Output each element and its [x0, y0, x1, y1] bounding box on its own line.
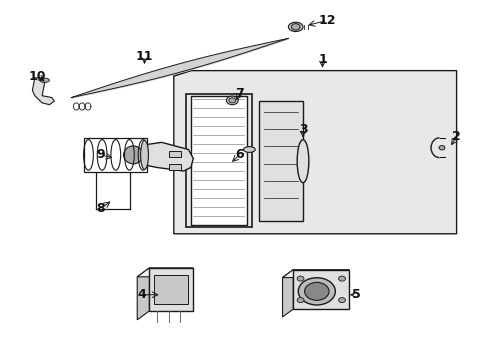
- Ellipse shape: [226, 96, 238, 105]
- Ellipse shape: [228, 98, 235, 103]
- Text: 1: 1: [318, 53, 326, 66]
- Text: 9: 9: [96, 148, 105, 161]
- Bar: [185, 94, 251, 226]
- Text: 6: 6: [235, 148, 244, 161]
- Ellipse shape: [438, 145, 444, 150]
- Polygon shape: [32, 78, 54, 105]
- Ellipse shape: [338, 276, 345, 281]
- Ellipse shape: [291, 24, 300, 30]
- Bar: [83, 138, 147, 172]
- Bar: [190, 96, 246, 225]
- Text: 11: 11: [136, 50, 153, 63]
- Ellipse shape: [298, 278, 335, 305]
- Ellipse shape: [297, 298, 304, 303]
- Bar: [149, 268, 193, 311]
- Polygon shape: [132, 142, 193, 171]
- Text: 5: 5: [351, 288, 360, 301]
- Ellipse shape: [297, 140, 308, 183]
- Text: 12: 12: [318, 14, 335, 27]
- Bar: [154, 275, 188, 304]
- Bar: [259, 101, 303, 221]
- Text: 10: 10: [28, 69, 46, 82]
- Bar: [293, 270, 348, 309]
- Ellipse shape: [338, 298, 345, 303]
- Text: 7: 7: [235, 87, 244, 100]
- Ellipse shape: [40, 78, 49, 82]
- Polygon shape: [137, 268, 193, 277]
- Text: 8: 8: [96, 202, 105, 215]
- Text: 3: 3: [298, 123, 306, 136]
- Text: 4: 4: [138, 288, 146, 301]
- Bar: [168, 164, 181, 170]
- Ellipse shape: [297, 276, 304, 281]
- Ellipse shape: [304, 282, 328, 300]
- Ellipse shape: [288, 22, 303, 32]
- Ellipse shape: [123, 146, 143, 164]
- Ellipse shape: [243, 147, 255, 152]
- Text: 2: 2: [451, 130, 460, 144]
- Polygon shape: [282, 270, 293, 317]
- Ellipse shape: [141, 140, 148, 169]
- Polygon shape: [173, 71, 456, 234]
- Polygon shape: [137, 268, 149, 320]
- Polygon shape: [282, 270, 348, 278]
- Bar: [168, 151, 181, 157]
